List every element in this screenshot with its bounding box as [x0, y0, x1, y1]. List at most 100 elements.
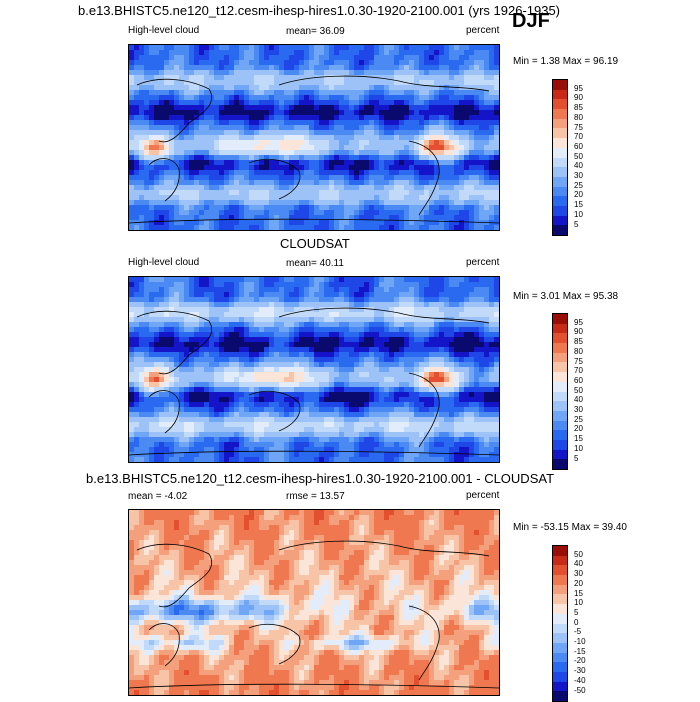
heatmap-cell	[174, 205, 180, 211]
heatmap-cell	[369, 165, 375, 171]
heatmap-cell	[174, 402, 180, 408]
heatmap-cell	[354, 277, 360, 283]
heatmap-cell	[469, 412, 475, 418]
heatmap-cell	[394, 382, 400, 388]
heatmap-cell	[129, 362, 135, 368]
heatmap-cell	[409, 70, 415, 76]
heatmap-cell	[469, 80, 475, 86]
heatmap-cell	[254, 135, 260, 141]
heatmap-cell	[489, 160, 495, 166]
heatmap-cell	[309, 65, 315, 71]
heatmap-cell	[394, 105, 400, 111]
heatmap-cell	[259, 352, 265, 358]
heatmap-cell	[449, 140, 455, 146]
heatmap-cell	[404, 402, 410, 408]
heatmap-cell	[259, 292, 265, 298]
heatmap-cell	[424, 402, 430, 408]
heatmap-cell	[169, 110, 175, 116]
heatmap-cell	[454, 170, 460, 176]
heatmap-cell	[404, 130, 410, 136]
heatmap-cell	[264, 110, 270, 116]
heatmap-cell	[419, 125, 425, 131]
heatmap-cell	[384, 60, 390, 66]
heatmap-cell	[379, 337, 385, 343]
heatmap-cell	[269, 60, 275, 66]
heatmap-cell	[269, 185, 275, 191]
heatmap-cell	[219, 140, 225, 146]
heatmap-cell	[404, 302, 410, 308]
heatmap-cell	[259, 307, 265, 313]
heatmap-cell	[374, 95, 380, 101]
heatmap-cell	[369, 115, 375, 121]
heatmap-cell	[414, 287, 420, 293]
heatmap-cell	[494, 397, 499, 403]
heatmap-cell	[329, 120, 335, 126]
heatmap-cell	[339, 417, 345, 423]
heatmap-cell	[419, 200, 425, 206]
heatmap-cell	[184, 347, 190, 353]
heatmap-cell	[404, 397, 410, 403]
heatmap-cell	[209, 155, 215, 161]
heatmap-cell	[264, 145, 270, 151]
heatmap-cell	[314, 60, 320, 66]
heatmap-cell	[459, 170, 465, 176]
heatmap-cell	[234, 292, 240, 298]
heatmap-cell	[144, 412, 150, 418]
heatmap-cell	[429, 352, 435, 358]
heatmap-cell	[384, 302, 390, 308]
heatmap-cell	[384, 205, 390, 211]
heatmap-cell	[149, 302, 155, 308]
heatmap-cell	[259, 150, 265, 156]
heatmap-cell	[244, 317, 250, 323]
heatmap-cell	[274, 70, 280, 76]
heatmap-cell	[249, 105, 255, 111]
heatmap-cell	[379, 150, 385, 156]
heatmap-cell	[234, 362, 240, 368]
heatmap-cell	[379, 402, 385, 408]
heatmap-cell	[449, 322, 455, 328]
heatmap-cell	[184, 332, 190, 338]
heatmap-cell	[489, 75, 495, 81]
heatmap-cell	[244, 220, 250, 226]
heatmap-cell	[294, 367, 300, 373]
heatmap-cell	[354, 125, 360, 131]
heatmap-cell	[469, 70, 475, 76]
heatmap-cell	[429, 312, 435, 318]
heatmap-cell	[259, 377, 265, 383]
heatmap-cell	[339, 180, 345, 186]
heatmap-cell	[324, 65, 330, 71]
heatmap-cell	[209, 45, 215, 51]
heatmap-cell	[489, 337, 495, 343]
heatmap-cell	[474, 417, 480, 423]
heatmap-cell	[129, 130, 135, 136]
heatmap-cell	[409, 342, 415, 348]
heatmap-cell	[194, 135, 200, 141]
heatmap-cell	[259, 195, 265, 201]
heatmap-cell	[364, 317, 370, 323]
heatmap-cell	[429, 362, 435, 368]
heatmap-cell	[334, 302, 340, 308]
heatmap-cell	[134, 397, 140, 403]
heatmap-cell	[484, 302, 490, 308]
heatmap-cell	[264, 195, 270, 201]
heatmap-cell	[174, 105, 180, 111]
heatmap-cell	[204, 362, 210, 368]
heatmap-cell	[149, 110, 155, 116]
heatmap-cell	[209, 145, 215, 151]
heatmap-cell	[494, 210, 499, 216]
heatmap-cell	[129, 307, 135, 313]
heatmap-cell	[424, 120, 430, 126]
heatmap-cell	[204, 347, 210, 353]
heatmap-cell	[179, 352, 185, 358]
heatmap-cell	[419, 225, 425, 230]
heatmap-cell	[439, 387, 445, 393]
heatmap-cell	[264, 125, 270, 131]
heatmap-cell	[159, 382, 165, 388]
heatmap-cell	[199, 225, 205, 230]
heatmap-cell	[239, 322, 245, 328]
heatmap-cell	[214, 337, 220, 343]
heatmap-cell	[359, 210, 365, 216]
heatmap-cell	[469, 185, 475, 191]
heatmap-cell	[269, 90, 275, 96]
heatmap-cell	[324, 367, 330, 373]
